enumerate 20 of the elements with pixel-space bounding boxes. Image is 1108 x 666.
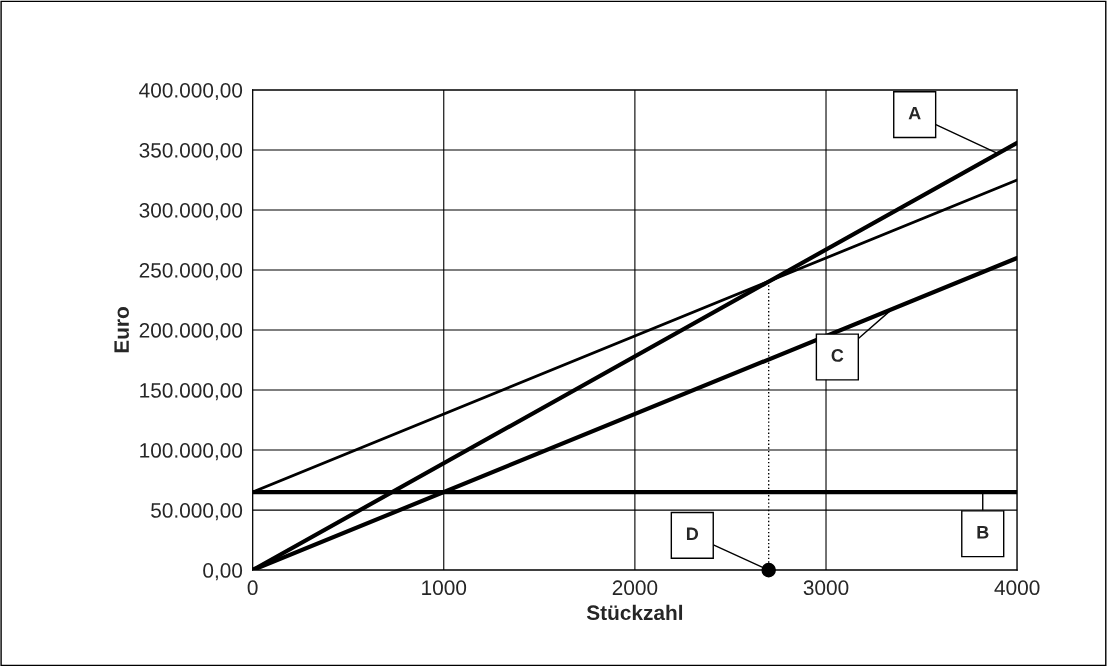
y-tick-label: 0,00: [203, 563, 243, 581]
annotation: B: [977, 525, 989, 539]
y-tick-label: 300.000,00: [139, 202, 243, 221]
y-axis-title: Euro: [114, 307, 129, 353]
y-tick-label: 50.000,00: [151, 503, 243, 521]
x-tick-label: 0: [247, 580, 258, 596]
y-tick-label: 100.000,00: [140, 443, 243, 461]
y-tick-label: 400.000,00: [139, 82, 243, 101]
y-tick-label: 150.000,00: [140, 383, 243, 401]
y-tick-label: 200.000,00: [139, 323, 243, 341]
x-tick-label: 1000: [422, 580, 467, 596]
x-tick-label: 2000: [612, 580, 658, 596]
y-tick-label: 350.000,00: [139, 142, 243, 161]
annotation: A: [908, 106, 921, 120]
y-tick-label: 250.000,00: [139, 262, 243, 281]
x-tick-label: 3000: [803, 580, 849, 596]
annotation: C: [831, 349, 844, 362]
annotation: D: [686, 527, 699, 541]
x-tick-label: 4000: [994, 580, 1040, 596]
x-axis-title: Stückzahl: [586, 604, 683, 621]
